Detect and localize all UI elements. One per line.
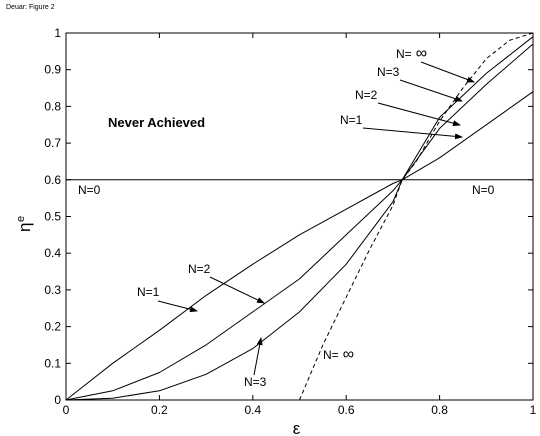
- annotation-arrow-n2-bot: [209, 276, 265, 304]
- y-axis-label: η: [15, 223, 34, 232]
- page-header: Deuar: Figure 2: [6, 4, 55, 11]
- annotation-n2-bot: N=2: [188, 262, 211, 276]
- x-tick-label: 0: [63, 403, 70, 417]
- annotation-never: Never Achieved: [108, 115, 205, 130]
- annotation-arrow-n3-bot: [253, 337, 263, 376]
- annotation-n1-bot: N=1: [137, 285, 160, 299]
- x-axis-label: ε: [293, 419, 301, 436]
- annotation-arrow-inf-top: [420, 61, 475, 83]
- annotation-n0-right: N=0: [472, 183, 495, 197]
- annotation-inf-bot: N= ∞: [323, 346, 354, 363]
- x-tick-label: 0.8: [431, 403, 448, 417]
- y-tick-label: 0.6: [44, 173, 61, 187]
- y-tick-label: 0.8: [44, 99, 61, 113]
- y-tick-label: 0.2: [44, 320, 61, 334]
- y-tick-label: 0.7: [44, 136, 61, 150]
- y-tick-label: 0.3: [44, 283, 61, 297]
- annotation-n3-bot: N=3: [244, 375, 267, 389]
- x-tick-label: 0.2: [151, 403, 168, 417]
- y-tick-label: 0: [54, 393, 61, 407]
- annotation-arrow-n2-top: [377, 102, 461, 127]
- annotation-arrow-n1-bot: [157, 300, 198, 313]
- series-line: [65, 36, 534, 401]
- annotation-layer: Never Achieved N=0 N=0 N= ∞ N=3 N=2 N=1 N=2 N=1 N=…: [78, 45, 495, 389]
- series-line: [65, 91, 534, 401]
- annotation-n0-left: N=0: [78, 183, 101, 197]
- x-tick-label: 0.6: [338, 403, 355, 417]
- series-layer: [65, 32, 534, 401]
- y-tick-label: 0.5: [44, 210, 61, 224]
- annotation-inf-top: N= ∞: [396, 45, 427, 62]
- x-tick-label: 1: [530, 403, 537, 417]
- y-tick-label: 1: [54, 26, 61, 40]
- axis-layer: 0 0.2 0.4 0.6 0.8 1 0 0.1 0.2 0.3 0.4 0.5 0.6 0.7 0.8 0…: [15, 26, 537, 436]
- series-line: [65, 43, 534, 401]
- annotation-arrow-n3-top: [399, 79, 463, 102]
- y-axis-label-superscript: e: [15, 216, 27, 222]
- annotation-arrow-n1-top: [362, 127, 463, 140]
- annotation-n2-top: N=2: [355, 88, 378, 102]
- x-tick-label: 0.4: [244, 403, 261, 417]
- series-line: [299, 32, 534, 401]
- annotation-n3-top: N=3: [377, 65, 400, 79]
- y-tick-label: 0.4: [44, 246, 61, 260]
- annotation-n1-top: N=1: [340, 113, 363, 127]
- y-tick-label: 0.9: [44, 63, 61, 77]
- y-tick-label: 0.1: [44, 356, 61, 370]
